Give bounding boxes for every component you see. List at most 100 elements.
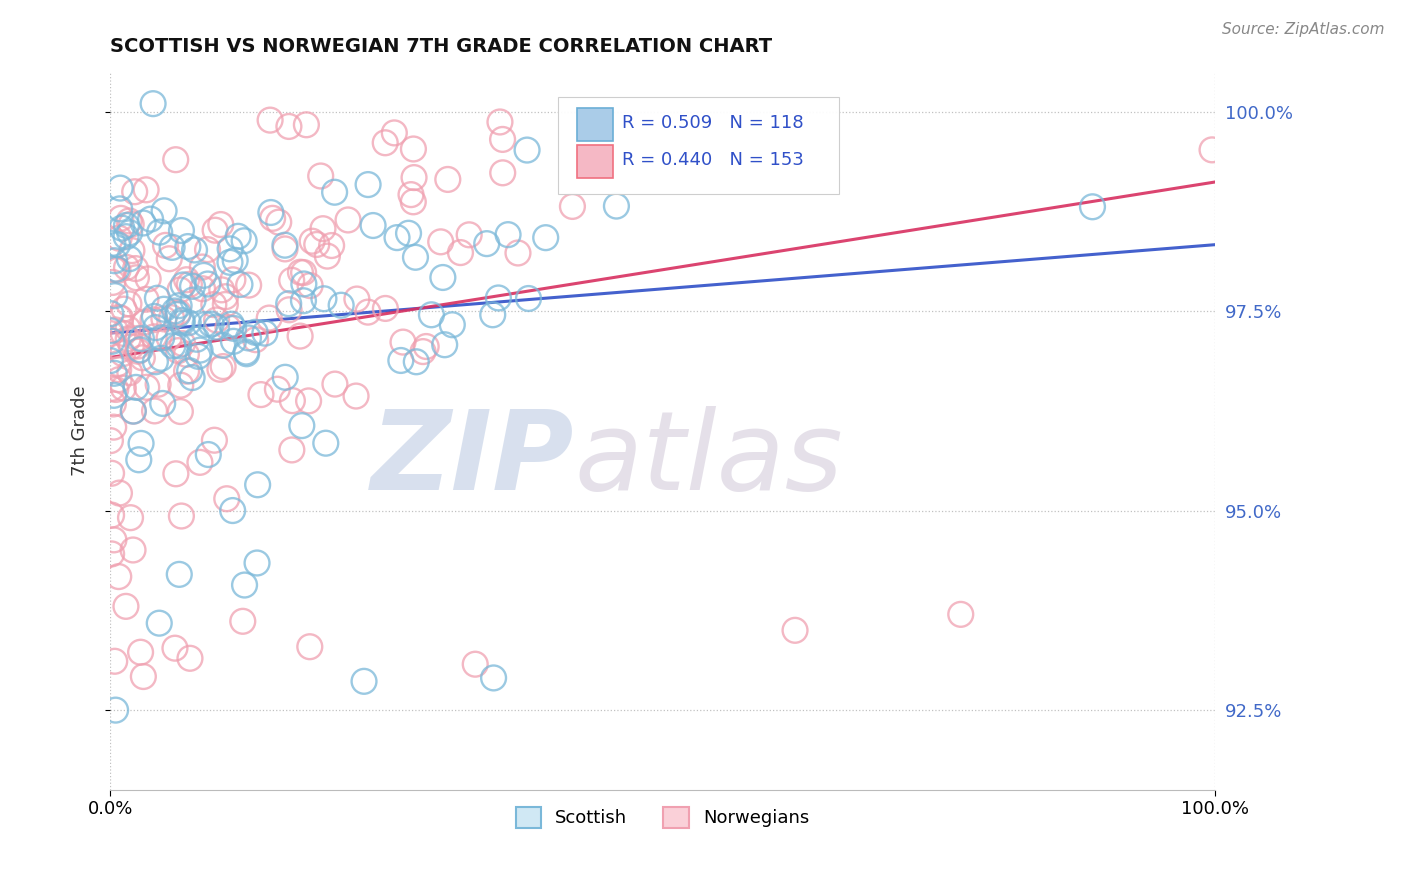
Point [177, 316, 200, 330]
Point [124, 185, 146, 199]
Point [222, 321, 245, 335]
Point [111, 346, 134, 360]
Point [100, 508, 122, 522]
Point [107, 362, 129, 376]
Point [209, 218, 232, 232]
Point [125, 380, 148, 394]
Point [357, 305, 380, 319]
Point [266, 382, 288, 396]
Point [205, 313, 228, 327]
Point [475, 236, 498, 251]
Point [194, 318, 217, 332]
Point [153, 203, 176, 218]
Point [481, 308, 503, 322]
Point [167, 299, 190, 313]
Point [105, 262, 128, 277]
Point [214, 297, 236, 311]
Point [112, 381, 135, 395]
Point [281, 442, 304, 457]
Point [450, 245, 472, 260]
Point [233, 578, 256, 592]
Point [135, 183, 157, 197]
Point [155, 238, 177, 252]
Point [202, 297, 225, 311]
Point [217, 320, 239, 334]
Point [170, 223, 193, 237]
Point [103, 253, 125, 268]
Text: ZIP: ZIP [371, 406, 574, 513]
Point [103, 388, 125, 402]
Point [280, 273, 302, 287]
Point [420, 308, 443, 322]
Point [117, 321, 139, 335]
Point [132, 216, 155, 230]
Point [108, 202, 131, 216]
Point [103, 397, 125, 411]
Point [115, 260, 138, 275]
Point [103, 367, 125, 381]
Point [115, 599, 138, 614]
Point [235, 347, 257, 361]
Point [949, 607, 972, 622]
Point [132, 669, 155, 683]
Point [246, 477, 269, 491]
Point [152, 396, 174, 410]
Point [188, 455, 211, 469]
Point [131, 351, 153, 365]
Point [245, 333, 267, 347]
Point [118, 366, 141, 380]
Point [191, 282, 214, 296]
Point [186, 332, 208, 346]
Text: atlas: atlas [574, 406, 842, 513]
Point [253, 326, 276, 340]
Point [127, 344, 149, 359]
Point [110, 311, 132, 326]
Point [323, 377, 346, 392]
Point [224, 253, 246, 268]
Point [107, 357, 129, 371]
Point [146, 377, 169, 392]
Point [162, 339, 184, 353]
Text: Source: ZipAtlas.com: Source: ZipAtlas.com [1222, 22, 1385, 37]
Point [188, 343, 211, 358]
Point [262, 211, 284, 226]
Point [107, 263, 129, 277]
Point [337, 213, 360, 227]
Point [405, 355, 427, 369]
Point [167, 339, 190, 353]
Point [402, 170, 425, 185]
Point [167, 305, 190, 319]
Point [274, 242, 297, 256]
Point [104, 383, 127, 397]
Point [100, 381, 122, 395]
Point [157, 331, 180, 345]
Point [167, 343, 190, 358]
Point [281, 393, 304, 408]
Point [309, 169, 332, 183]
Point [170, 508, 193, 523]
Point [361, 219, 384, 233]
Point [163, 304, 186, 318]
Point [205, 320, 228, 334]
Point [187, 349, 209, 363]
Point [398, 226, 420, 240]
Point [374, 301, 396, 316]
Point [436, 172, 458, 186]
Point [405, 250, 427, 264]
Point [103, 533, 125, 547]
Point [172, 313, 194, 327]
Point [120, 340, 142, 354]
Point [108, 231, 131, 245]
Point [103, 338, 125, 352]
Point [139, 212, 162, 227]
Point [238, 278, 260, 293]
Point [783, 624, 806, 638]
Point [143, 330, 166, 344]
Point [143, 310, 166, 324]
Point [125, 270, 148, 285]
Point [402, 194, 425, 209]
Point [321, 238, 343, 252]
Point [101, 276, 124, 290]
Point [160, 240, 183, 254]
Point [274, 238, 297, 252]
